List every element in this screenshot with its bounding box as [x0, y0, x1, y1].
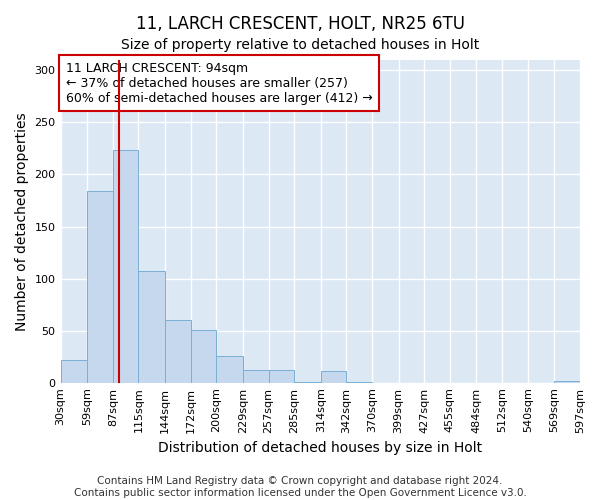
Bar [554, 380, 580, 382]
Text: Size of property relative to detached houses in Holt: Size of property relative to detached ho… [121, 38, 479, 52]
Bar [216, 356, 243, 382]
Bar [61, 360, 87, 382]
Text: Contains HM Land Registry data © Crown copyright and database right 2024.
Contai: Contains HM Land Registry data © Crown c… [74, 476, 526, 498]
Bar [113, 150, 139, 382]
Bar [165, 320, 191, 382]
Y-axis label: Number of detached properties: Number of detached properties [15, 112, 29, 330]
X-axis label: Distribution of detached houses by size in Holt: Distribution of detached houses by size … [158, 441, 482, 455]
Text: 11 LARCH CRESCENT: 94sqm
← 37% of detached houses are smaller (257)
60% of semi-: 11 LARCH CRESCENT: 94sqm ← 37% of detach… [66, 62, 373, 104]
Bar [269, 370, 294, 382]
Bar [321, 371, 346, 382]
Bar [191, 330, 216, 382]
Text: 11, LARCH CRESCENT, HOLT, NR25 6TU: 11, LARCH CRESCENT, HOLT, NR25 6TU [136, 15, 464, 33]
Bar [87, 191, 113, 382]
Bar [243, 370, 269, 382]
Bar [139, 272, 165, 382]
